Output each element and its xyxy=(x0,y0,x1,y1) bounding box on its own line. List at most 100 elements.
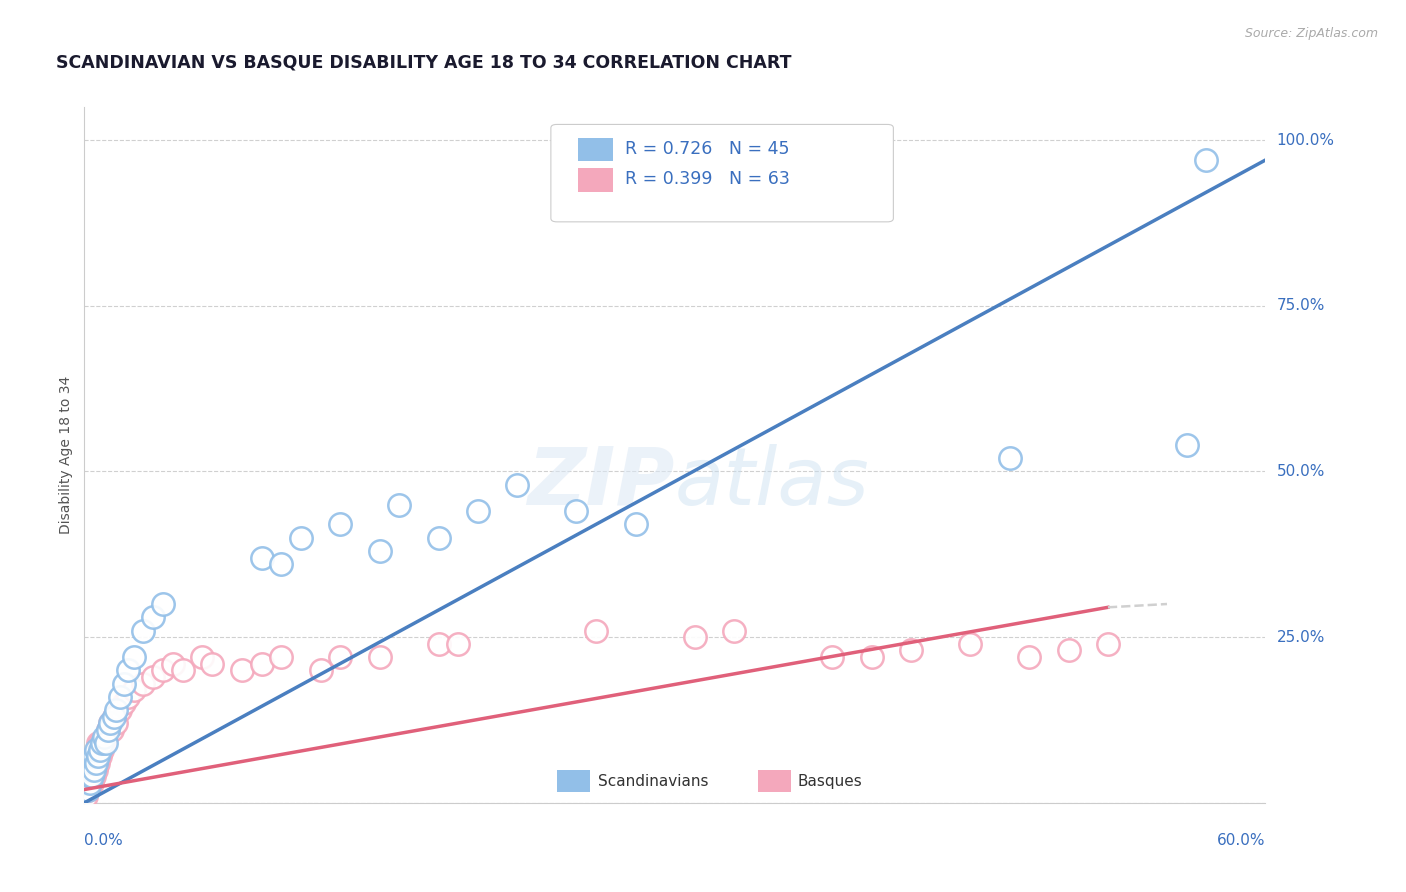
Point xyxy=(93,736,115,750)
Text: 50.0%: 50.0% xyxy=(1277,464,1324,479)
Point xyxy=(112,676,135,690)
Point xyxy=(87,743,110,757)
Point xyxy=(447,637,470,651)
Point xyxy=(82,776,104,790)
FancyBboxPatch shape xyxy=(557,770,591,792)
Point xyxy=(79,756,101,770)
Text: Basques: Basques xyxy=(797,773,862,789)
Point xyxy=(132,624,155,638)
Point xyxy=(624,517,647,532)
Point xyxy=(84,756,107,770)
Point xyxy=(83,763,105,777)
Point xyxy=(142,670,165,684)
Point xyxy=(103,709,125,723)
Point xyxy=(75,769,97,783)
Point xyxy=(75,776,97,790)
Point xyxy=(142,610,165,624)
Text: atlas: atlas xyxy=(675,443,870,522)
Point xyxy=(98,716,121,731)
Point xyxy=(82,769,104,783)
Point xyxy=(75,782,97,797)
Point xyxy=(75,789,97,804)
Point xyxy=(79,769,101,783)
Point xyxy=(201,657,224,671)
Point xyxy=(290,531,312,545)
Point xyxy=(1097,637,1119,651)
Point xyxy=(94,736,117,750)
Point xyxy=(108,690,131,704)
Point xyxy=(84,763,107,777)
Point xyxy=(82,756,104,770)
Point xyxy=(82,756,104,770)
Point xyxy=(959,637,981,651)
Point xyxy=(1195,153,1218,167)
Text: Source: ZipAtlas.com: Source: ZipAtlas.com xyxy=(1244,27,1378,40)
Y-axis label: Disability Age 18 to 34: Disability Age 18 to 34 xyxy=(59,376,73,534)
Point xyxy=(270,558,292,572)
Point xyxy=(75,782,97,797)
Point xyxy=(79,776,101,790)
Point xyxy=(1175,438,1198,452)
Point xyxy=(75,776,97,790)
Point xyxy=(75,763,97,777)
FancyBboxPatch shape xyxy=(578,137,613,161)
Point xyxy=(427,531,450,545)
FancyBboxPatch shape xyxy=(578,169,613,192)
Point xyxy=(89,743,111,757)
Text: 75.0%: 75.0% xyxy=(1277,298,1324,313)
Point xyxy=(104,703,127,717)
Point xyxy=(93,730,115,744)
Point xyxy=(467,504,489,518)
Point xyxy=(77,763,100,777)
Point xyxy=(84,749,107,764)
Point xyxy=(368,650,391,665)
Point xyxy=(77,756,100,770)
Point xyxy=(427,637,450,651)
Point xyxy=(1057,643,1080,657)
Point xyxy=(565,504,588,518)
Point xyxy=(723,624,745,638)
Point xyxy=(132,676,155,690)
Point xyxy=(152,597,174,611)
Point xyxy=(89,736,111,750)
Point xyxy=(91,736,114,750)
Point xyxy=(117,690,139,704)
Point xyxy=(91,743,114,757)
Text: 100.0%: 100.0% xyxy=(1277,133,1334,148)
Point xyxy=(821,650,844,665)
Point xyxy=(79,776,101,790)
Point xyxy=(329,650,352,665)
Point xyxy=(87,749,110,764)
Point xyxy=(585,624,607,638)
Point xyxy=(152,663,174,677)
Point xyxy=(83,763,105,777)
Point xyxy=(191,650,214,665)
Point xyxy=(309,663,332,677)
Point xyxy=(77,769,100,783)
Point xyxy=(172,663,194,677)
Point xyxy=(506,477,529,491)
Point xyxy=(97,723,120,737)
Point xyxy=(83,769,105,783)
Point xyxy=(329,517,352,532)
Point xyxy=(77,782,100,797)
Point xyxy=(83,749,105,764)
Point xyxy=(162,657,184,671)
Point xyxy=(683,630,706,644)
Point xyxy=(112,697,135,711)
Point xyxy=(1018,650,1040,665)
Point xyxy=(89,749,111,764)
Point xyxy=(231,663,253,677)
Point xyxy=(270,650,292,665)
Point xyxy=(860,650,883,665)
Text: R = 0.726   N = 45: R = 0.726 N = 45 xyxy=(626,140,790,158)
Point xyxy=(250,550,273,565)
Point xyxy=(87,756,110,770)
Point xyxy=(104,716,127,731)
Text: Scandinavians: Scandinavians xyxy=(598,773,709,789)
Text: 25.0%: 25.0% xyxy=(1277,630,1324,645)
Point xyxy=(250,657,273,671)
Point xyxy=(97,723,120,737)
Point xyxy=(122,650,145,665)
Point xyxy=(98,716,121,731)
